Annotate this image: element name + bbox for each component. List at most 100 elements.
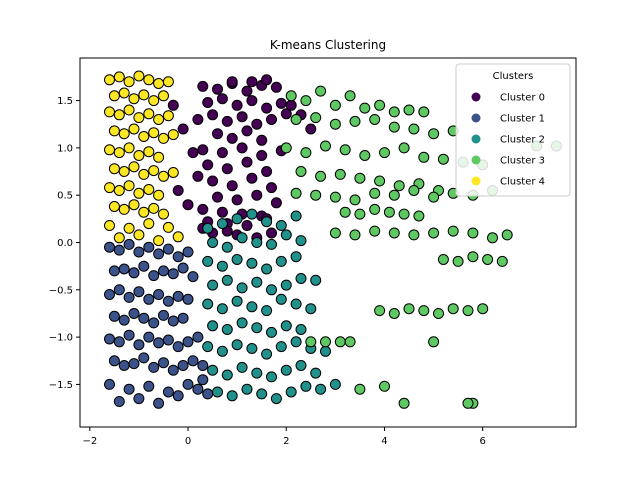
x-tick-label: 0 [185, 436, 191, 447]
data-point [148, 165, 160, 177]
series-4 [104, 70, 184, 247]
data-point [261, 216, 273, 228]
data-point [334, 336, 346, 348]
data-point [123, 142, 135, 154]
data-point [462, 305, 474, 317]
y-axis-ticks: −1.5 −1.0 −0.5 0.0 0.5 1.0 1.5 [49, 96, 80, 391]
data-point [290, 251, 302, 263]
data-point [128, 358, 140, 370]
data-point [148, 361, 160, 373]
x-tick-label: −2 [82, 436, 97, 447]
data-point [329, 227, 341, 239]
data-point [143, 331, 155, 343]
data-point [108, 355, 120, 367]
data-point [280, 229, 292, 241]
data-point [428, 191, 440, 203]
data-point [148, 270, 160, 282]
data-point [428, 336, 440, 348]
legend-item: Cluster 1 [471, 113, 545, 125]
data-point [153, 151, 165, 163]
data-point [300, 95, 312, 107]
data-point [428, 128, 440, 140]
data-point [221, 225, 233, 237]
data-point [216, 345, 228, 357]
data-point [275, 220, 287, 231]
data-point [275, 97, 287, 109]
data-point [266, 182, 277, 194]
data-point [290, 114, 302, 125]
data-point [133, 246, 145, 258]
data-point [123, 76, 135, 88]
data-point [162, 334, 174, 346]
legend-label: Cluster 0 [500, 93, 545, 104]
y-tick-label: 0.5 [57, 191, 73, 202]
data-point [177, 123, 189, 135]
data-point [133, 286, 145, 298]
data-point [153, 337, 165, 349]
data-point [138, 89, 150, 101]
data-point [266, 284, 277, 296]
data-point [403, 303, 415, 315]
data-point [315, 170, 327, 182]
data-point [354, 208, 366, 220]
data-point [261, 102, 273, 114]
data-point [133, 150, 145, 161]
data-point [133, 187, 145, 199]
data-point [123, 329, 135, 341]
data-point [187, 355, 199, 367]
data-point [374, 305, 386, 317]
legend-marker [471, 155, 481, 165]
data-point [221, 241, 233, 253]
data-point [138, 312, 150, 324]
data-point [182, 336, 194, 348]
data-point [226, 76, 238, 88]
data-point [187, 271, 199, 283]
data-point [320, 140, 331, 152]
data-point [275, 341, 287, 353]
data-point [207, 175, 219, 187]
data-point [216, 206, 228, 218]
data-point [487, 232, 498, 244]
data-point [153, 78, 165, 89]
data-point [251, 276, 263, 288]
data-point [128, 308, 140, 319]
data-point [447, 303, 459, 315]
data-point [226, 390, 238, 402]
data-point [295, 360, 307, 371]
data-point [202, 298, 214, 310]
data-point [300, 380, 312, 392]
y-tick-label: −0.5 [49, 285, 73, 296]
data-point [388, 308, 400, 319]
data-point [133, 229, 145, 241]
data-point [290, 187, 302, 199]
legend-label: Cluster 3 [500, 156, 545, 167]
data-point [354, 172, 366, 184]
data-point [226, 132, 238, 144]
data-point [128, 93, 140, 105]
data-point [246, 95, 258, 107]
data-point [398, 142, 410, 154]
data-point [270, 197, 282, 209]
data-point [300, 147, 312, 159]
data-point [290, 298, 302, 310]
data-point [221, 163, 233, 175]
data-point [167, 315, 179, 327]
chart-title: K-means Clustering [270, 38, 386, 52]
data-point [153, 235, 165, 247]
data-point [138, 352, 150, 364]
x-axis-ticks: −2 0 2 4 6 [82, 427, 486, 447]
data-point [246, 343, 258, 354]
data-point [153, 114, 165, 125]
data-point [123, 383, 135, 395]
data-point [329, 378, 341, 390]
data-point [148, 202, 160, 214]
data-point [128, 199, 140, 211]
data-point [447, 225, 459, 237]
data-point [207, 109, 219, 121]
data-point [138, 168, 150, 180]
data-point [246, 172, 258, 184]
data-point [221, 369, 233, 381]
data-point [226, 180, 238, 192]
data-point [280, 279, 292, 291]
data-point [388, 227, 400, 239]
